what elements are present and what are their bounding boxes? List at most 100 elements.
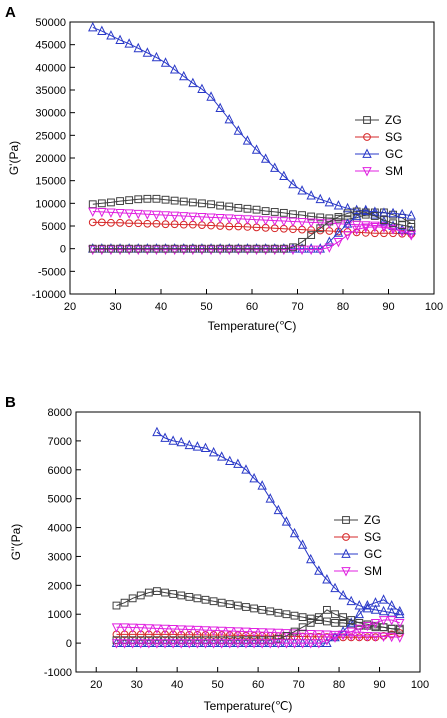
legend-label: SG <box>385 130 402 144</box>
series-line <box>92 198 412 225</box>
data-point <box>133 245 143 256</box>
data-point <box>370 223 380 233</box>
data-point <box>111 623 122 633</box>
data-point <box>188 245 198 256</box>
data-point <box>331 610 339 619</box>
plot-frame <box>75 411 421 673</box>
data-point <box>289 629 300 639</box>
data-point <box>322 574 332 584</box>
data-point <box>315 193 325 204</box>
data-point <box>242 245 253 256</box>
data-point <box>97 245 107 256</box>
data-point <box>241 627 251 638</box>
data-point <box>379 222 389 232</box>
data-point <box>107 198 115 207</box>
data-point <box>197 213 207 223</box>
data-point <box>97 244 106 253</box>
y-tick-label: 10000 <box>35 198 66 210</box>
data-point <box>112 601 121 610</box>
x-tick-label: 30 <box>131 679 143 691</box>
x-tick-label: 40 <box>171 679 183 691</box>
data-point <box>152 194 161 203</box>
data-point <box>88 218 97 227</box>
data-point <box>233 601 242 610</box>
data-point <box>206 245 216 256</box>
data-point <box>407 223 416 231</box>
data-point <box>386 600 397 610</box>
x-tick-label: 100 <box>411 679 429 691</box>
data-point <box>193 594 202 603</box>
data-point <box>224 214 234 224</box>
data-point <box>184 625 195 636</box>
legend-label: ZG <box>364 513 381 527</box>
data-point <box>169 64 180 74</box>
data-point <box>388 207 398 218</box>
data-point <box>116 197 124 205</box>
data-point <box>288 243 298 253</box>
data-point <box>378 594 389 604</box>
legend-marker <box>341 548 351 558</box>
data-point <box>288 245 298 256</box>
data-point <box>88 245 98 256</box>
x-tick-label: 30 <box>109 301 121 313</box>
data-point <box>324 196 335 207</box>
data-point <box>330 582 340 593</box>
data-point <box>151 51 162 62</box>
data-point <box>215 245 225 256</box>
data-point <box>323 617 331 626</box>
data-point <box>119 623 130 633</box>
data-point <box>257 628 267 638</box>
data-point <box>125 244 134 253</box>
data-point <box>88 244 97 253</box>
data-point <box>136 591 145 600</box>
data-point <box>298 623 307 632</box>
data-point <box>192 441 203 451</box>
data-point <box>261 207 270 215</box>
data-point <box>297 639 308 649</box>
y-tick-label: -5000 <box>38 266 66 278</box>
data-point <box>339 613 348 622</box>
data-point <box>297 243 307 253</box>
data-point <box>128 594 137 603</box>
data-point <box>169 590 178 598</box>
data-point <box>144 624 154 634</box>
data-point <box>370 604 381 614</box>
y-tick-label: 50000 <box>35 17 66 29</box>
data-point <box>398 229 407 238</box>
data-point <box>342 231 353 241</box>
legend-label: SM <box>385 164 403 178</box>
data-point <box>261 244 270 253</box>
data-point <box>395 618 405 629</box>
data-point <box>265 639 275 649</box>
data-point <box>160 432 170 442</box>
data-point <box>168 625 178 635</box>
panel-b: B 20 30 40 50 60 70 80 90 100 -1000 0 1000 2000 3000 40… <box>5 394 429 713</box>
x-tick-label: 90 <box>373 679 385 691</box>
data-point <box>297 539 308 549</box>
data-point <box>185 592 194 601</box>
data-point <box>179 197 188 206</box>
data-point <box>288 217 298 227</box>
x-axis-title: Temperature(℃) <box>208 319 297 333</box>
data-point <box>97 208 107 218</box>
data-point <box>351 204 362 215</box>
data-point <box>201 595 210 604</box>
data-point <box>176 625 186 635</box>
data-point <box>143 244 152 253</box>
data-point <box>352 207 361 216</box>
data-point <box>362 600 373 610</box>
data-point <box>334 213 343 221</box>
data-point <box>151 245 162 256</box>
data-point <box>142 210 153 220</box>
data-point <box>124 209 134 219</box>
data-point <box>324 243 335 253</box>
data-point <box>342 220 353 230</box>
data-point <box>125 219 134 228</box>
data-point <box>346 617 356 627</box>
data-point <box>249 472 259 483</box>
data-point <box>233 639 243 649</box>
data-point <box>207 200 215 209</box>
data-point <box>188 212 198 222</box>
series-line <box>116 626 400 638</box>
data-point <box>119 639 130 649</box>
